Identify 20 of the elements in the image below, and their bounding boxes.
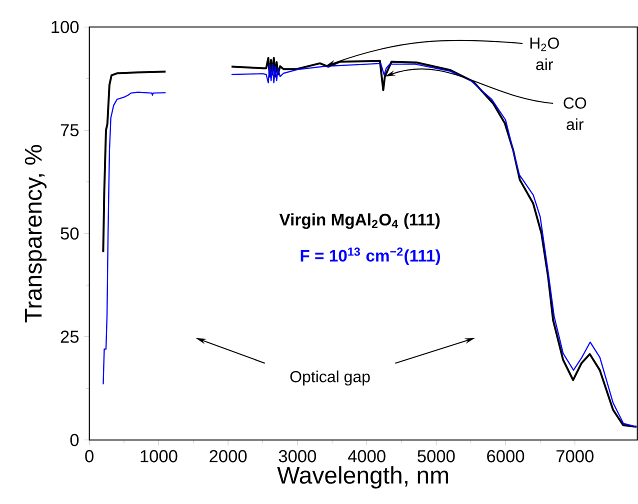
x-tick-label: 0: [85, 450, 94, 462]
y-axis-title: Transparency, %: [24, 145, 47, 322]
text: F = 10$^{13}$ cm$^{−2}$(111): [300, 248, 440, 265]
y-tick-label: 75: [60, 124, 79, 136]
x-axis-title: Wavelength, nm: [277, 466, 448, 489]
x-tick-label: 7000: [556, 450, 594, 462]
annotation: H$_{2}$O air: [530, 38, 559, 70]
x-tick-label: 5000: [418, 450, 455, 462]
x-tick-label: 3000: [278, 450, 316, 462]
x-tick-label: 2000: [210, 450, 247, 462]
text: Virgin MgAl$_{2}$O$_{4}$ (111): [279, 213, 440, 229]
x-tick-label: 4000: [348, 450, 386, 462]
x-tick-label: 1000: [140, 450, 178, 462]
x-tick-label: 6000: [487, 450, 524, 462]
y-tick-label: 100: [52, 20, 79, 34]
annotation: Optical gap: [290, 370, 370, 386]
y-tick-label: 0: [70, 434, 79, 446]
y-tick-label: 50: [60, 227, 79, 240]
y-tick-label: 25: [60, 330, 79, 343]
annotation: CO air: [564, 97, 586, 130]
